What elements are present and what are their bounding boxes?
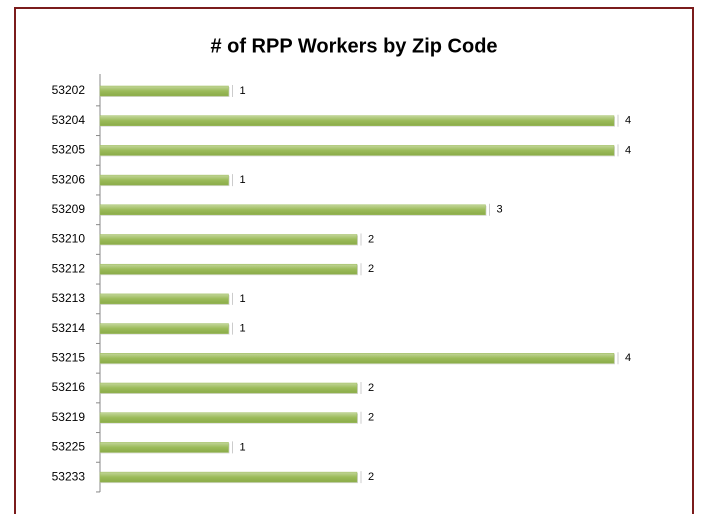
y-tick-label: 53225 xyxy=(52,440,86,454)
data-label: 2 xyxy=(368,412,374,424)
bar xyxy=(99,323,229,334)
y-tick-label: 53206 xyxy=(52,172,86,186)
data-label: 2 xyxy=(368,233,374,245)
y-tick-label: 53215 xyxy=(52,350,86,364)
bar xyxy=(99,115,615,126)
y-tick-label: 53204 xyxy=(52,113,86,127)
bar xyxy=(99,293,229,305)
y-tick-label: 53233 xyxy=(52,469,86,483)
y-tick-label: 53214 xyxy=(52,321,86,335)
bar xyxy=(99,442,229,453)
data-label: 4 xyxy=(625,144,631,156)
y-tick-label: 53219 xyxy=(52,410,86,424)
data-label: 1 xyxy=(240,323,246,335)
data-label: 1 xyxy=(240,174,246,186)
data-label: 2 xyxy=(368,263,374,275)
bar xyxy=(99,382,358,394)
bar xyxy=(99,412,358,423)
y-tick-label: 53216 xyxy=(52,380,86,394)
y-tick-label: 53202 xyxy=(52,83,86,97)
bar xyxy=(99,85,229,97)
bar xyxy=(99,263,358,275)
bar xyxy=(99,234,358,245)
data-label: 1 xyxy=(240,85,246,97)
data-label: 1 xyxy=(240,441,246,453)
chart-title: # of RPP Workers by Zip Code xyxy=(210,35,497,57)
bar xyxy=(99,145,615,156)
data-label: 4 xyxy=(625,352,631,364)
bar xyxy=(99,353,615,364)
data-label: 2 xyxy=(368,471,374,483)
y-tick-label: 53213 xyxy=(52,291,86,305)
data-label: 4 xyxy=(625,115,631,127)
data-label: 1 xyxy=(240,293,246,305)
y-tick-label: 53212 xyxy=(52,261,86,275)
y-tick-label: 53209 xyxy=(52,202,86,216)
bar xyxy=(99,204,486,216)
y-tick-label: 53205 xyxy=(52,143,86,157)
data-label: 2 xyxy=(368,382,374,394)
chart-frame xyxy=(14,7,694,514)
data-label: 3 xyxy=(497,204,503,216)
bar xyxy=(99,471,358,483)
y-tick-label: 53210 xyxy=(52,232,86,246)
bar xyxy=(99,174,229,186)
